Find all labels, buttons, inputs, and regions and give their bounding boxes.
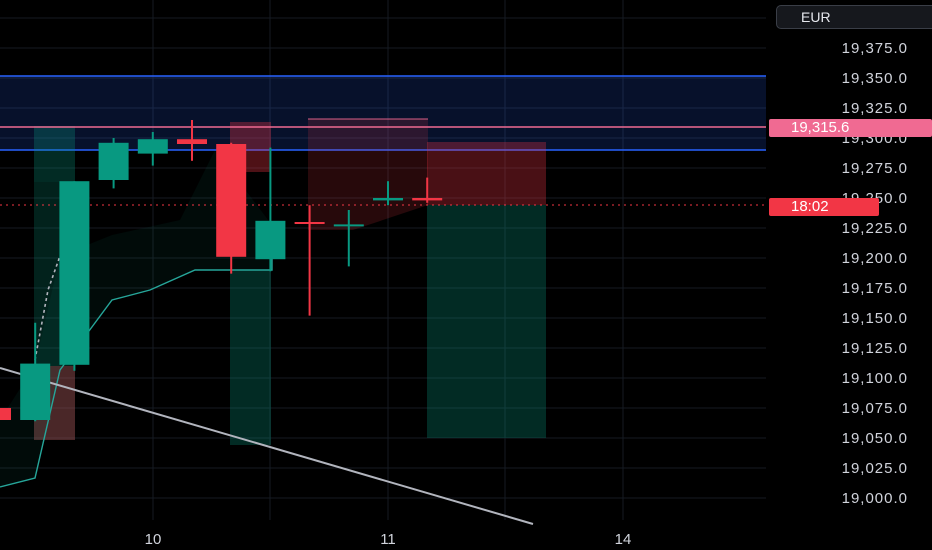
price-tick-label: 19,350.0 xyxy=(842,70,908,87)
candle[interactable] xyxy=(333,210,364,267)
candle-body xyxy=(216,144,247,257)
position-box-loss-3[interactable] xyxy=(308,119,428,230)
candle-body xyxy=(137,139,168,154)
indicator-fill xyxy=(0,150,272,487)
price-axis[interactable]: 19,400.019,375.019,350.019,325.019,300.0… xyxy=(842,10,908,507)
candle[interactable] xyxy=(373,181,403,206)
candle-body xyxy=(0,408,11,420)
candle[interactable] xyxy=(59,181,90,371)
candle[interactable] xyxy=(20,322,51,422)
date-tick-label: 10 xyxy=(145,531,162,548)
candle-body xyxy=(412,198,443,201)
price-tick-label: 19,275.0 xyxy=(842,160,908,177)
position-box-profit-2[interactable] xyxy=(230,270,271,445)
countdown-badge: 18:02 xyxy=(769,198,879,216)
position-box-loss-4[interactable] xyxy=(427,142,546,205)
candle-body xyxy=(59,181,90,365)
candle[interactable] xyxy=(137,132,168,166)
candle[interactable] xyxy=(0,406,11,422)
candle[interactable] xyxy=(255,147,286,272)
candle-body xyxy=(255,220,286,260)
price-tick-label: 19,225.0 xyxy=(842,220,908,237)
candle-body xyxy=(98,142,129,180)
trend-line[interactable] xyxy=(0,367,534,525)
candle-body xyxy=(20,363,51,420)
price-tick-label: 19,325.0 xyxy=(842,100,908,117)
price-tick-label: 19,175.0 xyxy=(842,280,908,297)
price-tick-label: 19,150.0 xyxy=(842,310,908,327)
date-tick-label: 11 xyxy=(380,531,396,548)
candles[interactable] xyxy=(0,120,443,422)
position-box-profit-1[interactable] xyxy=(34,126,75,182)
candle[interactable] xyxy=(98,138,129,189)
candle-body xyxy=(177,139,207,144)
price-tick-label: 19,025.0 xyxy=(842,460,908,477)
date-tick-label: 14 xyxy=(615,531,632,548)
candle-body xyxy=(373,198,403,201)
currency-button[interactable]: EUR xyxy=(776,5,932,29)
price-tick-label: 19,375.0 xyxy=(842,40,908,57)
time-axis[interactable]: 10 11 14 xyxy=(145,531,632,548)
price-tick-label: 19,050.0 xyxy=(842,430,908,447)
price-tick-label: 19,200.0 xyxy=(842,250,908,267)
price-tick-label: 19,075.0 xyxy=(842,400,908,417)
candle-body xyxy=(294,222,325,224)
candle[interactable] xyxy=(177,120,207,161)
candle-body xyxy=(333,224,364,227)
price-tick-label: 19,000.0 xyxy=(842,490,908,507)
position-box-profit-4[interactable] xyxy=(427,205,546,438)
last-price-badge: 19,315.6 xyxy=(769,119,932,137)
candle[interactable] xyxy=(294,205,325,316)
price-tick-label: 19,100.0 xyxy=(842,370,908,387)
candle[interactable] xyxy=(216,142,247,274)
price-tick-label: 19,125.0 xyxy=(842,340,908,357)
indicator-line[interactable] xyxy=(0,225,273,488)
resistance-zone[interactable] xyxy=(0,76,766,150)
candle[interactable] xyxy=(412,177,443,203)
